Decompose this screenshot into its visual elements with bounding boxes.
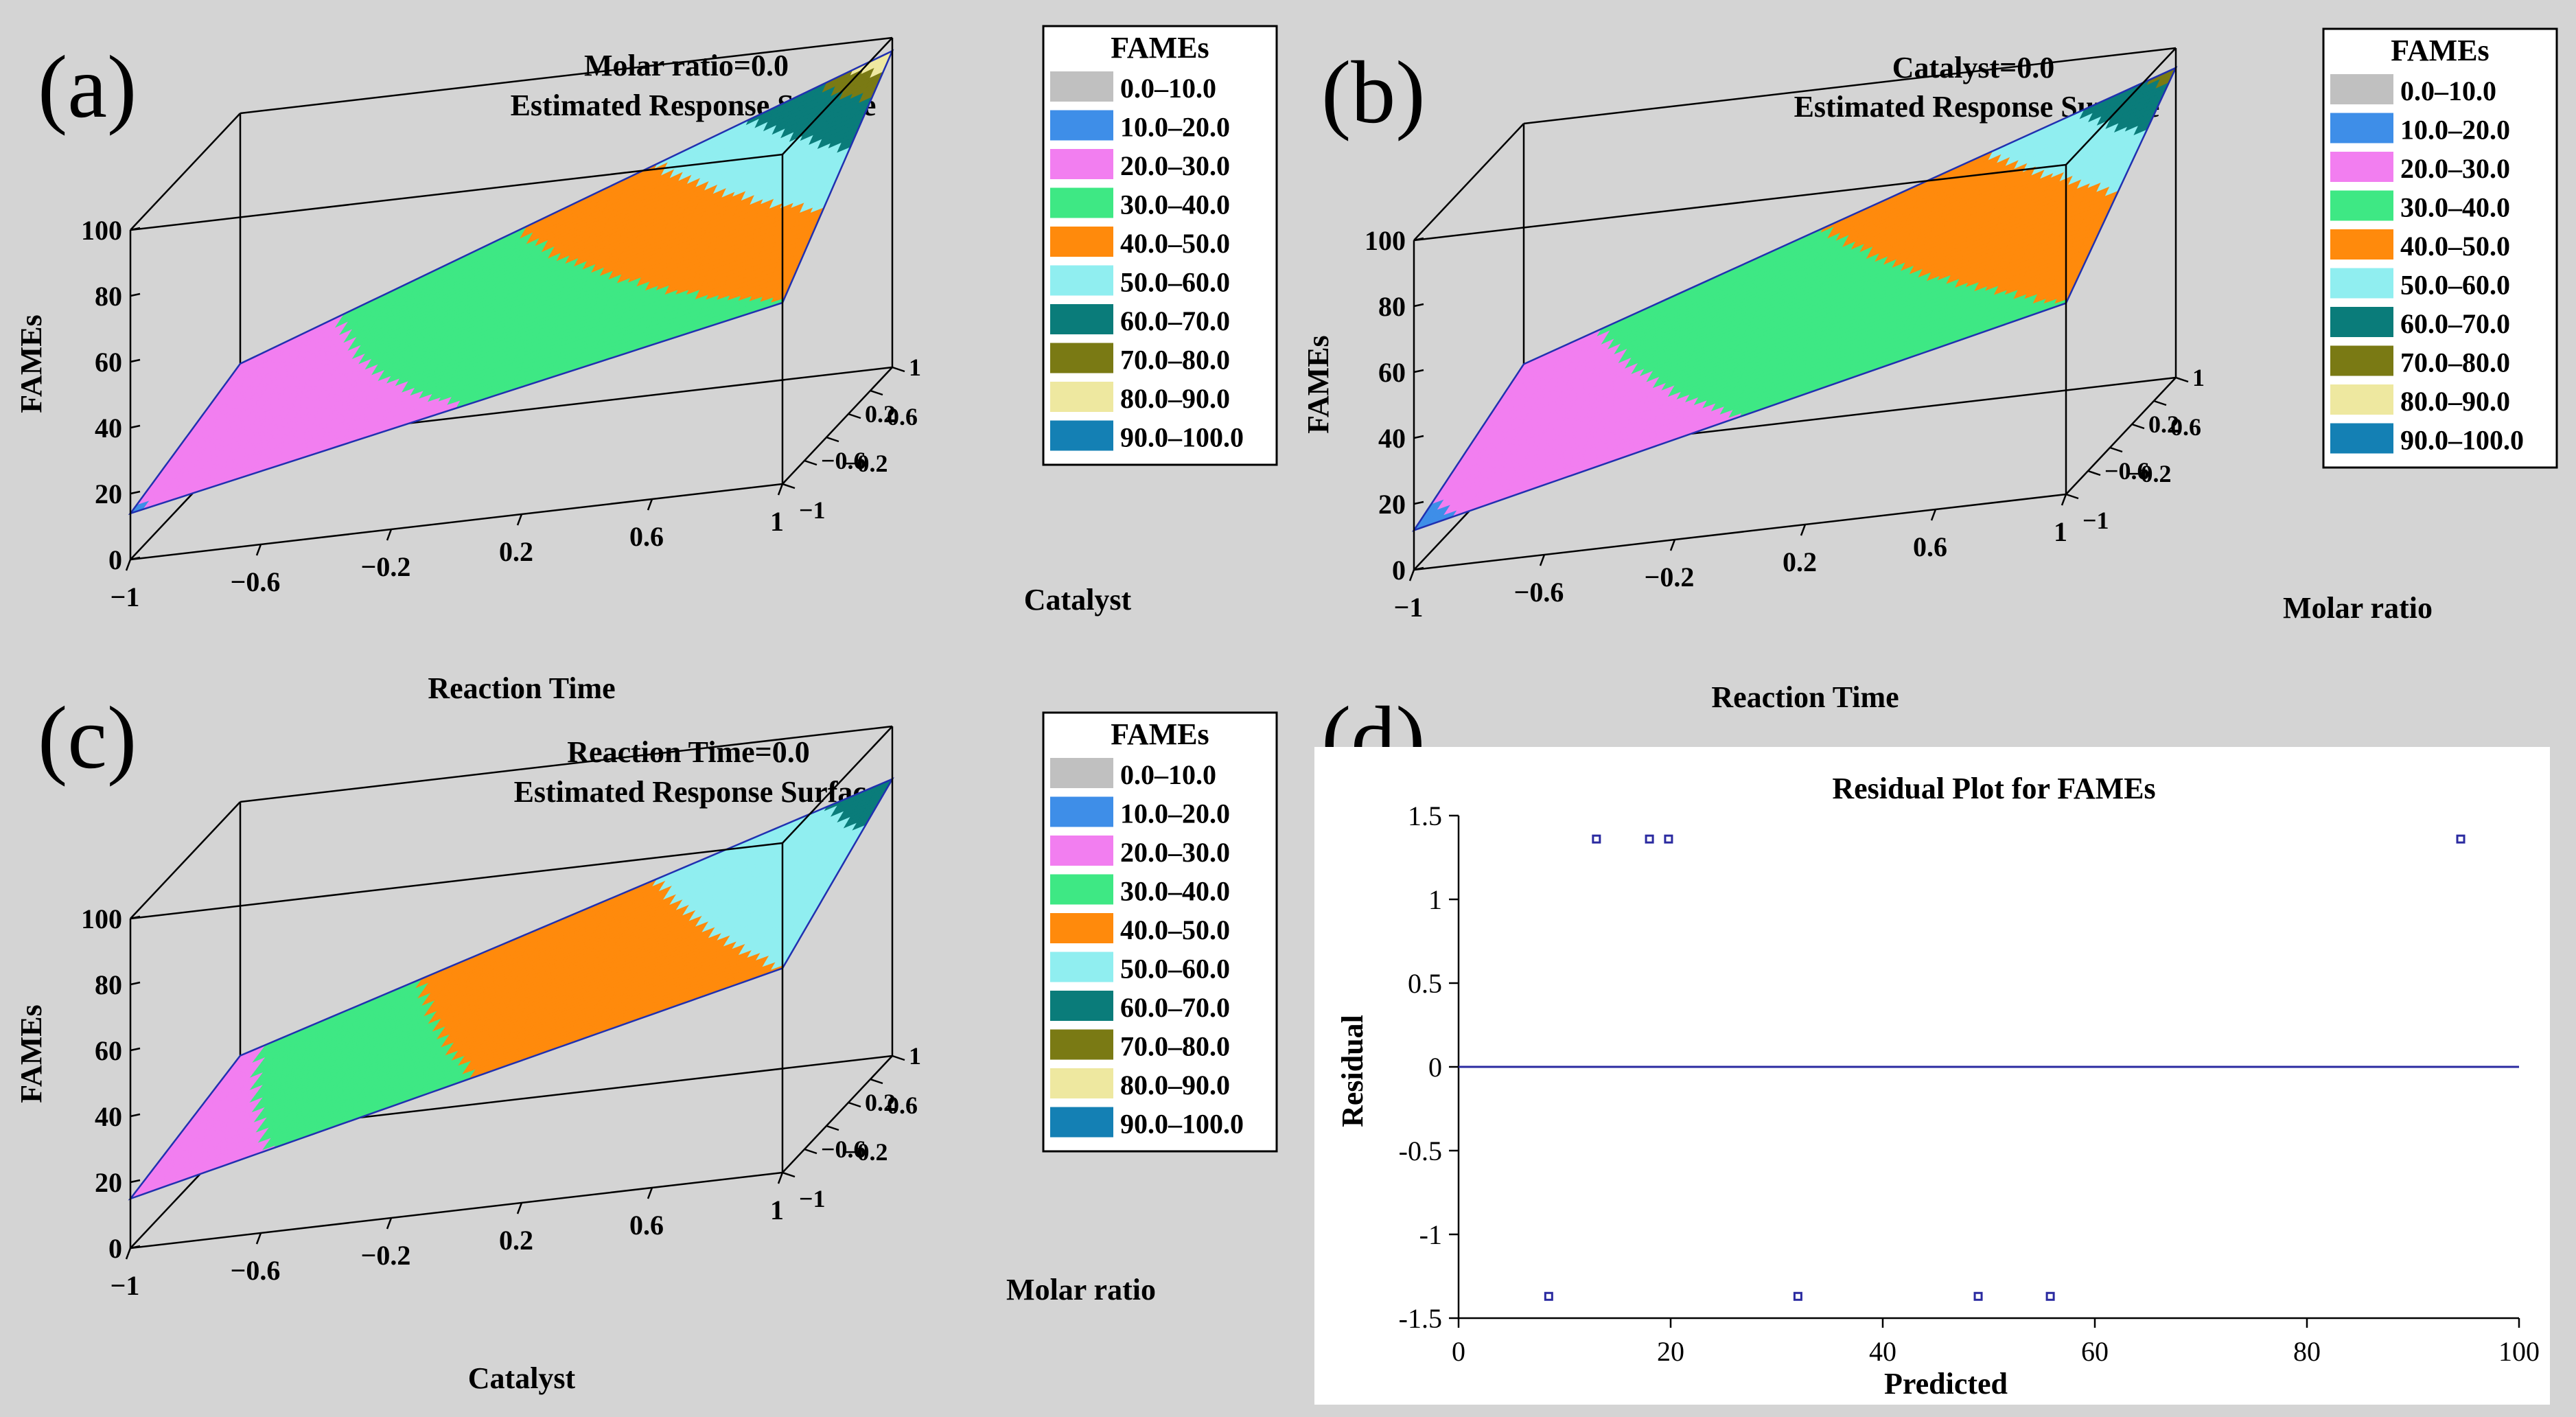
panel-label-a: (a) (38, 38, 137, 137)
subtitle-c: Estimated Response Surface (514, 775, 880, 809)
z-tick-label: 60 (95, 347, 122, 378)
panel-label-b: (b) (1321, 43, 1426, 142)
y-tick-label: −0.2 (843, 450, 888, 477)
y-tick-label: −1 (799, 496, 826, 524)
x-tick-label: 0.6 (629, 521, 664, 552)
z-tick-label: 100 (81, 215, 122, 246)
z-tick-label: 20 (95, 479, 122, 509)
z-tick-label: 0 (108, 544, 122, 575)
x-tick-label: −0.2 (361, 551, 411, 582)
title-b: Catalyst=0.0 (1892, 51, 2055, 84)
box-edge (240, 36, 893, 115)
y-tick-label: 0.6 (887, 403, 918, 430)
x-tick-label: 1 (770, 506, 784, 537)
y-tick-label: 1 (909, 354, 921, 381)
x-tick-label: −1 (111, 581, 140, 612)
z-tick-label: 80 (95, 281, 122, 312)
x-tick-label: −0.6 (231, 566, 281, 597)
panel-label-c: (c) (38, 689, 137, 787)
x-tick-label: 0.2 (499, 536, 533, 567)
surface-mesh (129, 50, 893, 514)
box-edge (130, 113, 241, 231)
z-tick-label: 40 (95, 413, 122, 443)
